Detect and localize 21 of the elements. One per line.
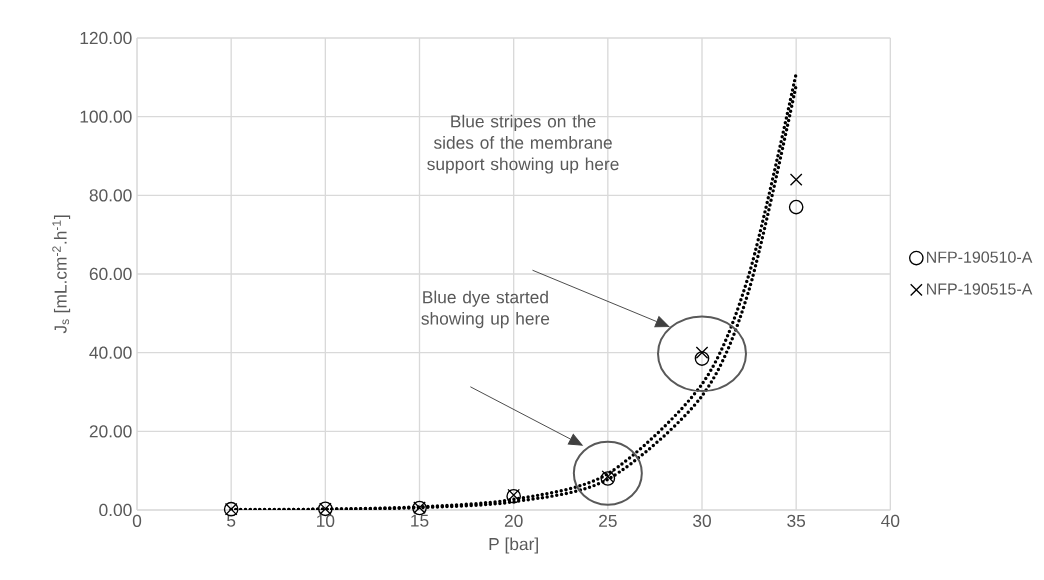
x-tick-label: 0 <box>132 514 142 527</box>
x-tick-label: 10 <box>317 514 335 527</box>
y-tick-label: 80.00 <box>89 189 132 202</box>
legend-label: NFP-190510-A <box>926 251 1033 263</box>
annotation: Blue stripes on the sides of the membrane support showing up here <box>427 114 619 174</box>
y-tick-label: 60.00 <box>89 267 132 281</box>
y-tick-label: 120.00 <box>80 31 132 45</box>
y-tick-label: 0.00 <box>99 503 132 517</box>
x-tick-label: 25 <box>599 514 617 527</box>
x-tick-label: 35 <box>787 514 806 527</box>
y-tick-label: 20.00 <box>89 425 132 438</box>
y-tick-label: 40.00 <box>89 346 132 359</box>
legend-label: NFP-190515-A <box>926 283 1033 295</box>
x-tick-label: 30 <box>693 514 711 527</box>
x-tick-label: 40 <box>881 514 900 527</box>
x-tick-label: 20 <box>504 514 523 527</box>
x-tick-label: 15 <box>411 514 429 527</box>
x-axis-title: P [bar] <box>489 537 538 554</box>
y-axis-title: J$_{s}$ [mL.cm$^{-2}$.h$^{-1}$] <box>52 215 71 334</box>
annotation: Blue dye started showing up here <box>421 290 550 329</box>
y-tick-label: 100.00 <box>80 110 132 123</box>
